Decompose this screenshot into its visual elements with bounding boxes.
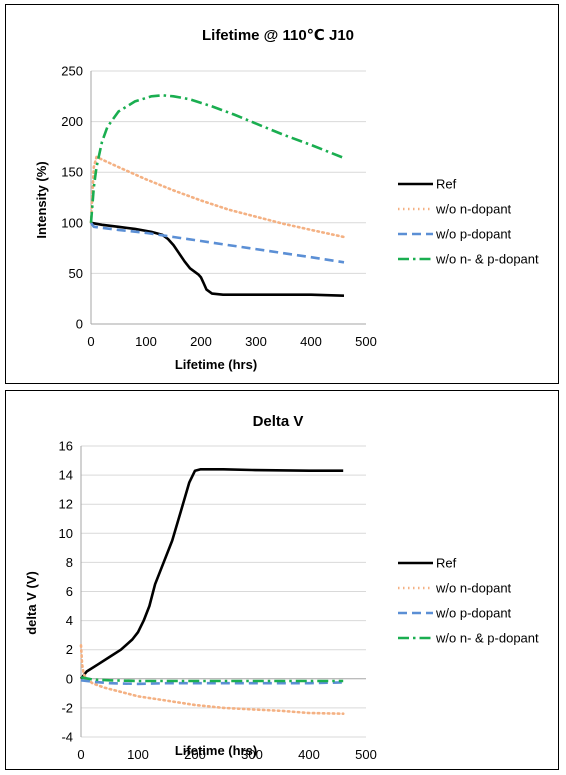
y-tick-label: 4: [66, 613, 73, 628]
y-tick-label: 14: [59, 468, 73, 483]
tick-labels: -4 -2 0 2 4 6 8 10 12 14 16 0 100 200 300 400 500: [59, 439, 377, 763]
legend-label: w/o n-dopant: [435, 581, 512, 596]
y-tick-label: 0: [66, 671, 73, 686]
y-tick-label: 8: [66, 555, 73, 570]
tick-labels: 0 50 100 150 200 250 0 100 200 300 400 500: [61, 64, 377, 350]
x-axis-label: Lifetime (hrs): [175, 357, 257, 372]
series-lines: [79, 468, 345, 716]
x-tick-label: 400: [298, 747, 320, 762]
x-tick-label: 100: [127, 747, 149, 762]
legend: Ref w/o n-dopant w/o p-dopant w/o n- & p-do…: [398, 556, 539, 646]
chart-title: Delta V: [253, 413, 304, 430]
series-line-w-o-n-dopant: [89, 155, 346, 239]
legend-label: w/o n- & p-dopant: [435, 252, 539, 267]
x-tick-label: 300: [245, 334, 267, 349]
legend-label: w/o p-dopant: [435, 227, 512, 242]
legend: Ref w/o n-dopant w/o p-dopant w/o n- & p-do…: [398, 177, 539, 267]
legend-label: Ref: [436, 556, 457, 571]
series-line-w-o-p-dopant: [89, 222, 345, 264]
intensity-chart-panel: Lifetime @ 110℃ J10 Lifetime (hrs) Inten…: [5, 4, 559, 384]
series-line-w-o-p-dopant: [80, 679, 344, 686]
x-tick-label: 300: [241, 747, 263, 762]
x-axis-label: Lifetime (hrs): [175, 743, 257, 758]
x-tick-label: 500: [355, 747, 377, 762]
y-tick-label: 50: [69, 266, 83, 281]
x-tick-label: 400: [300, 334, 322, 349]
legend-label: w/o p-dopant: [435, 606, 512, 621]
series-line-w-o-n-p-dopant: [89, 94, 345, 223]
y-tick-label: 10: [59, 526, 73, 541]
x-tick-label: 0: [77, 747, 84, 762]
gridlines: [80, 445, 366, 738]
y-tick-label: 2: [66, 642, 73, 657]
legend-label: Ref: [436, 177, 457, 192]
series-line-ref: [90, 221, 345, 297]
x-tick-label: 500: [355, 334, 377, 349]
y-tick-label: 16: [59, 439, 73, 454]
y-tick-label: 6: [66, 584, 73, 599]
gridlines: [90, 70, 366, 325]
series-line-w-o-n-dopant: [79, 644, 345, 716]
y-tick-label: 12: [59, 497, 73, 512]
y-tick-label: -2: [61, 700, 73, 715]
legend-label: w/o n-dopant: [435, 202, 512, 217]
series-line-w-o-n-p-dopant: [80, 676, 344, 683]
y-tick-label: 200: [61, 114, 83, 129]
y-tick-label: 100: [61, 215, 83, 230]
series-lines: [89, 94, 346, 297]
deltav-chart: Delta V Lifetime (hrs) delta V (V) -4 -2 0…: [24, 413, 539, 763]
y-tick-label: -4: [61, 730, 73, 745]
y-tick-label: 250: [61, 64, 83, 79]
x-tick-label: 100: [135, 334, 157, 349]
x-tick-label: 200: [190, 334, 212, 349]
chart-title: Lifetime @ 110℃ J10: [202, 27, 354, 44]
y-tick-label: 150: [61, 165, 83, 180]
y-axis-label: delta V (V): [24, 571, 39, 635]
deltav-chart-panel: Delta V Lifetime (hrs) delta V (V) -4 -2 0…: [5, 390, 559, 770]
y-tick-label: 0: [76, 317, 83, 332]
x-tick-label: 200: [184, 747, 206, 762]
y-axis-label: Intensity (%): [34, 161, 49, 238]
series-line-ref: [79, 468, 344, 680]
legend-label: w/o n- & p-dopant: [435, 631, 539, 646]
intensity-chart: Lifetime @ 110℃ J10 Lifetime (hrs) Inten…: [34, 27, 539, 372]
x-tick-label: 0: [87, 334, 94, 349]
